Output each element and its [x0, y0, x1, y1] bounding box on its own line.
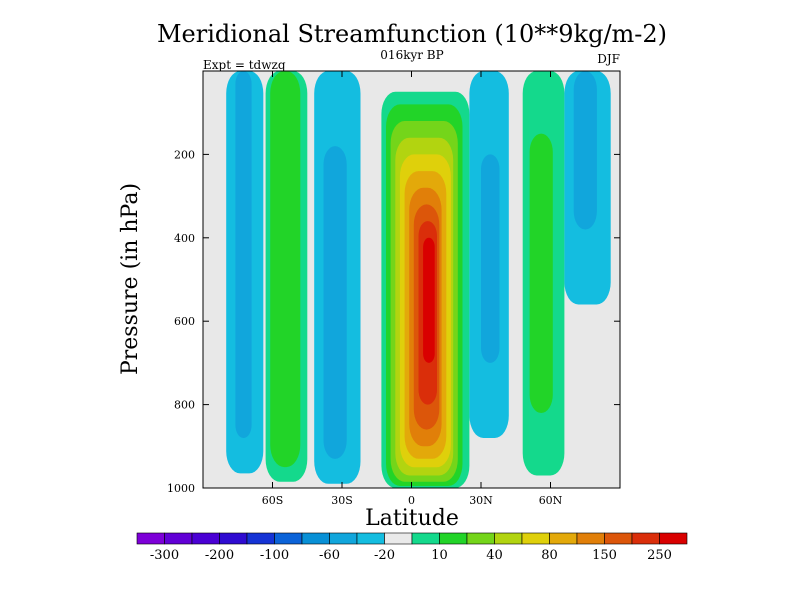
x-tick-label: 60S [262, 494, 284, 507]
contour-region [481, 154, 500, 363]
contour-region [235, 71, 252, 438]
x-tick-label: 0 [408, 494, 415, 507]
y-axis-title: Pressure (in hPa) [118, 183, 143, 375]
colorbar-label: -20 [374, 548, 395, 563]
chart-subtitle-center: 016kyr BP [380, 48, 443, 62]
colorbar-swatch [576, 532, 605, 545]
colorbar-swatch [659, 532, 688, 545]
colorbar-swatch [136, 532, 165, 545]
y-tick-label: 800 [174, 399, 195, 412]
colorbar-label: -60 [319, 548, 340, 563]
colorbar-label: -300 [150, 548, 179, 563]
colorbar-swatch [466, 532, 495, 545]
colorbar-label: 150 [592, 548, 617, 563]
x-axis-title: Latitude [365, 506, 459, 531]
colorbar-label: 40 [486, 548, 503, 563]
colorbar-swatch [549, 532, 578, 545]
colorbar-swatch [604, 532, 633, 545]
chart-title: Meridional Streamfunction (10**9kg/m-2) [157, 20, 667, 48]
y-tick-label: 200 [174, 148, 195, 161]
contour-region [573, 71, 597, 230]
colorbar-swatch [329, 532, 358, 545]
x-tick-label: 30N [469, 494, 493, 507]
colorbar-swatch [494, 532, 523, 545]
colorbar-swatch [164, 532, 193, 545]
colorbar-swatch [219, 532, 248, 545]
colorbar-label: -100 [260, 548, 289, 563]
colorbar-label: -200 [205, 548, 234, 563]
colorbar-swatch [384, 532, 413, 545]
colorbar-swatch [356, 532, 385, 545]
contour-fill-layer [226, 71, 611, 488]
colorbar-swatch [301, 532, 330, 545]
y-tick-label: 400 [174, 232, 195, 245]
colorbar-swatch [191, 532, 220, 545]
colorbar-swatch [274, 532, 303, 545]
contour-region [270, 71, 301, 468]
y-tick-label: 600 [174, 315, 195, 328]
colorbar-label: 10 [431, 548, 448, 563]
colorbar-swatch [439, 532, 468, 545]
colorbar-label: 250 [647, 548, 672, 563]
axis-ticks: 60S 30S 0 30N 60N 200 400 600 800 1000 [167, 71, 620, 507]
colorbar-label: 80 [541, 548, 558, 563]
colorbar-swatch [411, 532, 440, 545]
contour-region [529, 133, 553, 413]
contour-region [423, 237, 435, 363]
contour-region [323, 146, 347, 459]
chart-subtitle-left: Expt = tdwzq [203, 58, 286, 72]
plot-area: 60S 30S 0 30N 60N 200 400 600 800 1000 [167, 70, 621, 507]
colorbar-swatch [521, 532, 550, 545]
x-tick-label: 30S [331, 494, 353, 507]
colorbar: -300 -200 -100 -60 -20 10 40 80 150 250 [136, 532, 688, 563]
colorbar-swatch [246, 532, 275, 545]
x-tick-label: 60N [539, 494, 563, 507]
y-tick-label: 1000 [167, 482, 195, 495]
chart-subtitle-right: DJF [597, 52, 620, 66]
colorbar-swatch [631, 532, 660, 545]
